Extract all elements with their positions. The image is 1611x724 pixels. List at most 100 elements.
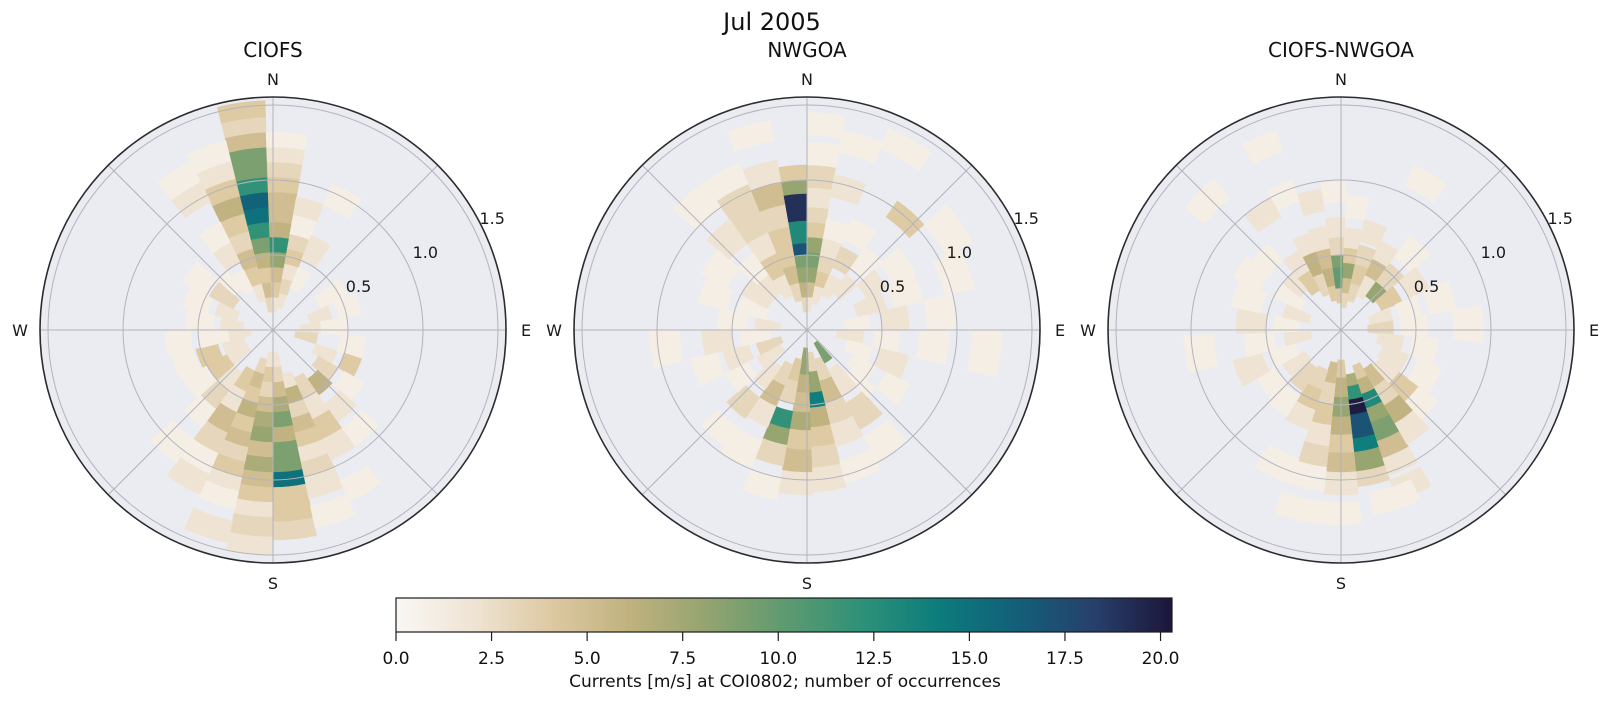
rose-cell bbox=[249, 425, 274, 443]
radial-tick-label: 1.0 bbox=[1481, 243, 1506, 262]
outer-circle bbox=[39, 96, 507, 564]
colorbar-tick-label: 7.5 bbox=[669, 649, 696, 669]
rose-plot-ciofs-nwgoa: N E S W 0.5 1.0 1.5 bbox=[1080, 70, 1599, 593]
rose-cell bbox=[272, 454, 303, 473]
cardinal-label: E bbox=[1055, 321, 1065, 340]
rose-cell bbox=[1407, 357, 1443, 394]
colorbar-tick-label: 2.5 bbox=[478, 649, 505, 669]
rose-cell bbox=[700, 409, 739, 448]
rose-cell bbox=[813, 340, 833, 364]
rose-cell bbox=[806, 221, 827, 239]
rose-cell bbox=[966, 329, 1003, 378]
rose-cell bbox=[879, 127, 933, 171]
rose-cell bbox=[737, 253, 769, 286]
spoke-gridline bbox=[806, 164, 973, 331]
spoke-gridline bbox=[107, 329, 274, 496]
rose-cell bbox=[267, 191, 298, 210]
rose-cell bbox=[1375, 332, 1405, 352]
radial-tick-label: 1.0 bbox=[947, 243, 972, 262]
colorbar-tick-label: 0.0 bbox=[382, 649, 409, 669]
outer-circle bbox=[573, 96, 1041, 564]
rose-cell bbox=[806, 142, 840, 168]
rose-cell bbox=[1319, 179, 1347, 205]
spoke-gridline bbox=[272, 329, 439, 496]
colorbar-tick-label: 20.0 bbox=[1142, 649, 1180, 669]
rose-cell bbox=[736, 295, 771, 321]
spoke-gridline bbox=[272, 164, 439, 331]
rose-cell bbox=[806, 206, 829, 224]
spoke-gridline bbox=[1175, 329, 1342, 496]
rose-cell bbox=[820, 273, 842, 300]
rose-cell bbox=[1281, 303, 1312, 324]
rose-title-nwgoa: NWGOA bbox=[767, 38, 847, 62]
cardinal-label: W bbox=[12, 321, 28, 340]
rose-cell bbox=[1230, 280, 1268, 314]
rose-cell bbox=[1376, 345, 1410, 373]
radial-tick-label: 0.5 bbox=[1414, 277, 1439, 296]
rose-cell bbox=[806, 112, 846, 139]
rose-cell bbox=[252, 410, 274, 428]
radial-tick-label: 1.5 bbox=[1547, 209, 1572, 228]
rose-cell bbox=[1242, 129, 1284, 165]
rose-cell bbox=[885, 200, 925, 239]
rose-cell bbox=[1184, 177, 1231, 225]
rose-cell bbox=[1254, 444, 1300, 485]
rose-cell bbox=[339, 464, 381, 502]
rose-cell bbox=[830, 415, 864, 447]
cardinal-label: E bbox=[521, 321, 531, 340]
cardinal-label: E bbox=[1589, 321, 1599, 340]
cardinal-label: S bbox=[802, 574, 812, 593]
rose-cell bbox=[214, 301, 241, 322]
colorbar-gradient bbox=[396, 598, 1172, 632]
rose-cell bbox=[843, 339, 873, 363]
rose-cell bbox=[845, 390, 883, 430]
radial-tick-label: 1.0 bbox=[413, 243, 438, 262]
rose-title-ciofs-nwgoa: CIOFS-NWGOA bbox=[1268, 38, 1414, 62]
spoke-gridline bbox=[107, 164, 274, 331]
rose-cell bbox=[1422, 280, 1457, 315]
rose-cell bbox=[806, 187, 833, 210]
rose-cell bbox=[1282, 250, 1310, 279]
rose-cell bbox=[649, 329, 684, 369]
radial-tick-label: 1.5 bbox=[1013, 209, 1038, 228]
spoke-gridline bbox=[1175, 164, 1342, 331]
rose-cell bbox=[1232, 255, 1271, 291]
spoke-gridline bbox=[641, 164, 808, 331]
rose-cell bbox=[830, 174, 867, 206]
rose-cell bbox=[846, 368, 877, 398]
rose-cell bbox=[187, 140, 232, 175]
rose-cell bbox=[1325, 217, 1346, 239]
colorbar-tick-label: 17.5 bbox=[1046, 649, 1084, 669]
colorbar-tick-label: 10.0 bbox=[759, 649, 797, 669]
colorbar-tick-label: 5.0 bbox=[574, 649, 601, 669]
rose-cell bbox=[1404, 386, 1439, 420]
rose-cell bbox=[1283, 330, 1313, 347]
rose-cell bbox=[700, 249, 741, 289]
colorbar: 0.0 2.5 5.0 7.5 10.0 12.5 15.0 17.5 20.0 bbox=[382, 597, 1180, 669]
rose-cell bbox=[246, 439, 274, 458]
radial-tick-label: 0.5 bbox=[346, 277, 371, 296]
cardinal-label: W bbox=[1080, 321, 1096, 340]
spoke-gridline bbox=[806, 329, 973, 496]
spoke-gridline bbox=[1340, 164, 1507, 331]
rose-cell bbox=[1296, 188, 1325, 217]
rose-cell bbox=[791, 242, 808, 257]
rose-cell bbox=[837, 130, 884, 164]
rose-cell bbox=[706, 218, 748, 261]
rose-cell bbox=[832, 274, 858, 301]
rose-cell bbox=[810, 443, 841, 469]
rose-cell bbox=[1282, 350, 1312, 378]
rose-cell bbox=[1273, 491, 1327, 525]
rose-cell bbox=[157, 161, 202, 201]
rose-cell bbox=[1266, 179, 1300, 212]
spoke-gridline bbox=[1340, 329, 1507, 496]
rose-cell bbox=[781, 447, 813, 473]
rose-cell bbox=[726, 119, 775, 153]
rose-cell bbox=[220, 316, 245, 331]
rose-cell bbox=[703, 162, 749, 202]
rose-cell bbox=[272, 498, 314, 523]
rose-cell bbox=[231, 268, 254, 295]
rose-cell bbox=[289, 267, 312, 294]
cardinal-label: W bbox=[546, 321, 562, 340]
rose-cell bbox=[1183, 334, 1219, 374]
